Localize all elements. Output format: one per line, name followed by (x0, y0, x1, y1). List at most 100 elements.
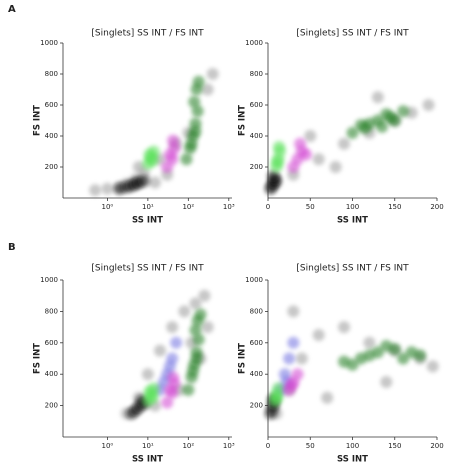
scatter-point (192, 75, 205, 88)
scatter-point (363, 336, 376, 349)
scatter-point (338, 137, 351, 150)
x-tick-label: 150 (388, 442, 401, 450)
scatter-point (346, 126, 359, 139)
x-tick-label: 100 (346, 203, 359, 211)
scatter-point (201, 321, 214, 334)
x-tick-label: 10¹ (142, 442, 154, 450)
y-tick-label: 1000 (245, 39, 263, 47)
y-tick-label: 400 (250, 370, 263, 378)
y-axis-label: FS INT (33, 105, 43, 136)
scatter-point (198, 289, 211, 302)
x-tick-label: 150 (388, 203, 401, 211)
y-tick-label: 800 (45, 307, 58, 315)
scatter-point (180, 153, 193, 166)
y-tick-label: 1000 (40, 39, 58, 47)
y-tick-label: 800 (250, 307, 263, 315)
scatter-point (354, 119, 367, 132)
scatter-point (426, 360, 439, 373)
scatter-point (388, 114, 401, 127)
x-tick-label: 0 (266, 203, 270, 211)
x-axis-label: SS INT (337, 216, 368, 226)
x-tick-label: 10² (182, 203, 194, 211)
y-tick-label: 600 (250, 339, 263, 347)
scatter-point (89, 184, 102, 197)
y-tick-label: 200 (250, 402, 263, 410)
scatter-point (312, 328, 325, 341)
scatter-point (189, 125, 202, 138)
scatter-point (191, 105, 204, 118)
scatter-point (271, 391, 284, 404)
scatter-point (178, 305, 191, 318)
x-tick-label: 50 (306, 203, 315, 211)
scatter-point (300, 148, 313, 161)
chart-title: [Singlets] SS INT / FS INT (296, 264, 409, 274)
scatter-point (271, 156, 284, 169)
x-tick-label: 200 (430, 203, 443, 211)
scatter-point (285, 379, 298, 392)
x-tick-label: 200 (430, 442, 443, 450)
scatter-point (192, 333, 205, 346)
scatter-point (267, 170, 280, 183)
y-tick-label: 200 (45, 163, 58, 171)
scatter-point (363, 349, 376, 362)
scatter-point (163, 360, 176, 373)
scatter-point (287, 305, 300, 318)
scatter-point (148, 176, 161, 189)
y-tick-label: 800 (250, 70, 263, 78)
scatter-point (397, 105, 410, 118)
scatter-point (190, 352, 203, 365)
panel-label: B (8, 242, 16, 253)
y-tick-label: 400 (45, 370, 58, 378)
scatter-point (185, 137, 198, 150)
x-tick-label: 10⁰ (102, 442, 114, 450)
scatter-point (101, 182, 114, 195)
scatter-point (170, 336, 183, 349)
scatter-point (163, 383, 176, 396)
scatter-point (146, 391, 159, 404)
scatter-point (371, 91, 384, 104)
scatter-point (188, 95, 201, 108)
scatter-point (312, 153, 325, 166)
y-tick-label: 400 (250, 132, 263, 140)
scatter-point (380, 376, 393, 389)
scatter-point (182, 383, 195, 396)
y-axis-label: FS INT (33, 343, 43, 374)
scatter-point (146, 154, 159, 167)
scatter-point (201, 83, 214, 96)
scatter-point (194, 308, 207, 321)
scatter-point (321, 391, 334, 404)
scatter-point (294, 137, 307, 150)
scatter-point (422, 99, 435, 111)
scatter-point (189, 324, 202, 337)
y-tick-label: 200 (45, 402, 58, 410)
scatter-point (166, 321, 179, 334)
chart-title: [Singlets] SS INT / FS INT (91, 264, 204, 274)
y-axis-label: FS INT (238, 105, 248, 136)
scatter-point (167, 134, 180, 147)
scatter-point (272, 140, 285, 153)
scatter-point (272, 382, 285, 395)
x-axis-label: SS INT (132, 216, 163, 226)
y-tick-label: 1000 (40, 276, 58, 284)
scatter-point (380, 339, 393, 352)
scatter-point (346, 358, 359, 371)
scatter-point (414, 349, 427, 362)
panel-label: A (8, 4, 16, 15)
y-tick-label: 600 (45, 101, 58, 109)
y-tick-label: 600 (45, 339, 58, 347)
x-tick-label: 10³ (223, 203, 235, 211)
scatter-point (376, 120, 389, 133)
y-tick-label: 200 (250, 163, 263, 171)
scatter-point (291, 368, 304, 381)
scatter-point (161, 396, 174, 409)
scatter-point (304, 130, 317, 142)
chart-title: [Singlets] SS INT / FS INT (91, 29, 204, 39)
x-tick-label: 10³ (223, 442, 235, 450)
x-axis-label: SS INT (132, 455, 163, 465)
scatter-point (338, 321, 351, 334)
scatter-point (206, 68, 219, 80)
scatter-point (163, 148, 176, 161)
scatter-point (137, 174, 150, 187)
x-tick-label: 10¹ (142, 203, 154, 211)
